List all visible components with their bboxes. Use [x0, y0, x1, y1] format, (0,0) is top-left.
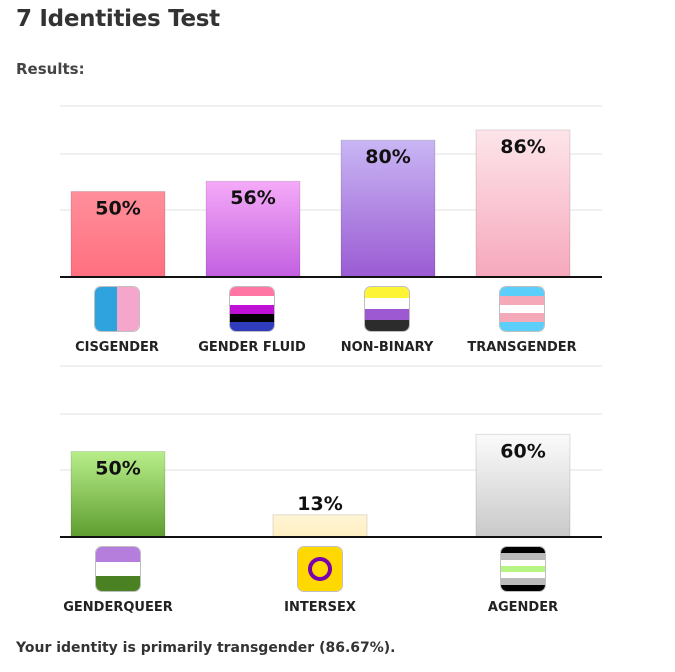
bar-gender-fluid	[205, 180, 301, 278]
value-label-non-binary: 80%	[365, 146, 410, 168]
identity-chart-2: 50% 13% 60% GENDERQUEER INTERSEX AGENDER	[60, 360, 602, 630]
category-label-gender-fluid: GENDER FLUID	[198, 340, 306, 355]
bar-agender	[475, 433, 571, 538]
results-label: Results:	[16, 60, 85, 78]
cisgender-flag-icon	[95, 287, 139, 331]
gender-fluid-flag-icon	[230, 287, 274, 331]
bar-transgender	[475, 129, 571, 278]
intersex-flag-icon	[298, 547, 342, 591]
category-label-cisgender: CISGENDER	[75, 340, 159, 355]
value-label-agender: 60%	[500, 440, 545, 462]
identity-chart-1: 50% 56% 80% 86% CISGEND	[60, 100, 602, 370]
bar-intersex	[272, 514, 368, 538]
bar-genderqueer	[70, 451, 166, 538]
value-label-intersex: 13%	[297, 493, 342, 515]
category-label-non-binary: NON-BINARY	[340, 340, 434, 355]
page-title: 7 Identities Test	[16, 6, 220, 32]
value-label-genderqueer: 50%	[95, 458, 140, 480]
value-label-transgender: 86%	[500, 136, 545, 158]
bar-non-binary	[340, 139, 436, 278]
category-label-agender: AGENDER	[487, 600, 559, 615]
chart-1-svg: 50% 56% 80% 86%	[60, 105, 602, 278]
genderqueer-flag-icon	[96, 547, 140, 591]
non-binary-flag-icon	[365, 287, 409, 331]
bar-cisgender	[70, 191, 166, 278]
value-label-gender-fluid: 56%	[230, 187, 275, 209]
agender-flag-icon	[501, 547, 545, 591]
transgender-flag-icon	[500, 287, 544, 331]
category-label-intersex: INTERSEX	[284, 600, 356, 615]
category-label-genderqueer: GENDERQUEER	[63, 600, 173, 615]
chart-2-svg: 50% 13% 60%	[60, 365, 602, 538]
category-label-transgender: TRANSGENDER	[467, 340, 577, 355]
value-label-cisgender: 50%	[95, 198, 140, 220]
result-summary: Your identity is primarily transgender (…	[16, 640, 396, 656]
